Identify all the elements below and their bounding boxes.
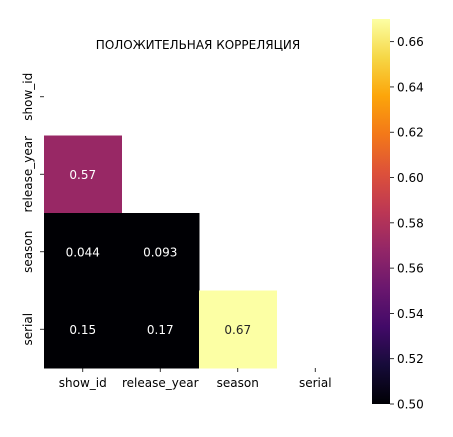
heatmap-cell-value: 0.57 — [69, 168, 96, 182]
heatmap-cell-labels: 0.57 0.044 0.093 0.15 0.17 0.67 — [66, 168, 252, 337]
colorbar — [372, 19, 390, 404]
colorbar-tick-label: 0.62 — [397, 126, 424, 140]
x-tick-label: season — [217, 376, 259, 390]
colorbar-tick-label: 0.54 — [397, 307, 424, 321]
heatmap-cell — [44, 135, 122, 214]
colorbar-tick-label: 0.52 — [397, 352, 424, 366]
heatmap-cell — [121, 290, 200, 369]
heatmap-cell — [199, 290, 277, 369]
heatmap-cell-value: 0.15 — [69, 323, 96, 337]
colorbar-tick-label: 0.58 — [397, 216, 424, 230]
heatmap-cell — [44, 290, 122, 369]
x-tick-label: release_year — [122, 376, 199, 390]
colorbar-tick-label: 0.60 — [397, 171, 424, 185]
heatmap-cell-value: 0.17 — [147, 323, 174, 337]
x-tick-label: serial — [299, 376, 332, 390]
heatmap-cell-value: 0.093 — [143, 245, 177, 259]
colorbar-tick-label: 0.56 — [397, 262, 424, 276]
y-tick-label: season — [21, 231, 35, 273]
chart-title: ПОЛОЖИТЕЛЬНАЯ КОРРЕЛЯЦИЯ — [96, 38, 300, 52]
heatmap-cell-value: 0.67 — [224, 323, 251, 337]
colorbar-axis: 0.50 0.52 0.54 0.56 0.58 0.60 0.62 0.64 0.66 — [390, 35, 424, 412]
colorbar-tick-label: 0.64 — [397, 80, 424, 94]
y-tick-label: serial — [21, 313, 35, 346]
y-tick-label: release_year — [21, 136, 35, 213]
heatmap-cells — [44, 135, 277, 369]
x-tick-label: show_id — [59, 376, 107, 390]
colorbar-tick-label: 0.66 — [397, 35, 424, 49]
y-tick-label: show_id — [21, 73, 35, 121]
heatmap-cell — [44, 213, 122, 291]
x-axis: show_id release_year season serial — [59, 368, 332, 390]
heatmap-cell-value: 0.044 — [66, 245, 100, 259]
heatmap-cell — [121, 213, 200, 291]
colorbar-tick-label: 0.50 — [397, 398, 424, 412]
